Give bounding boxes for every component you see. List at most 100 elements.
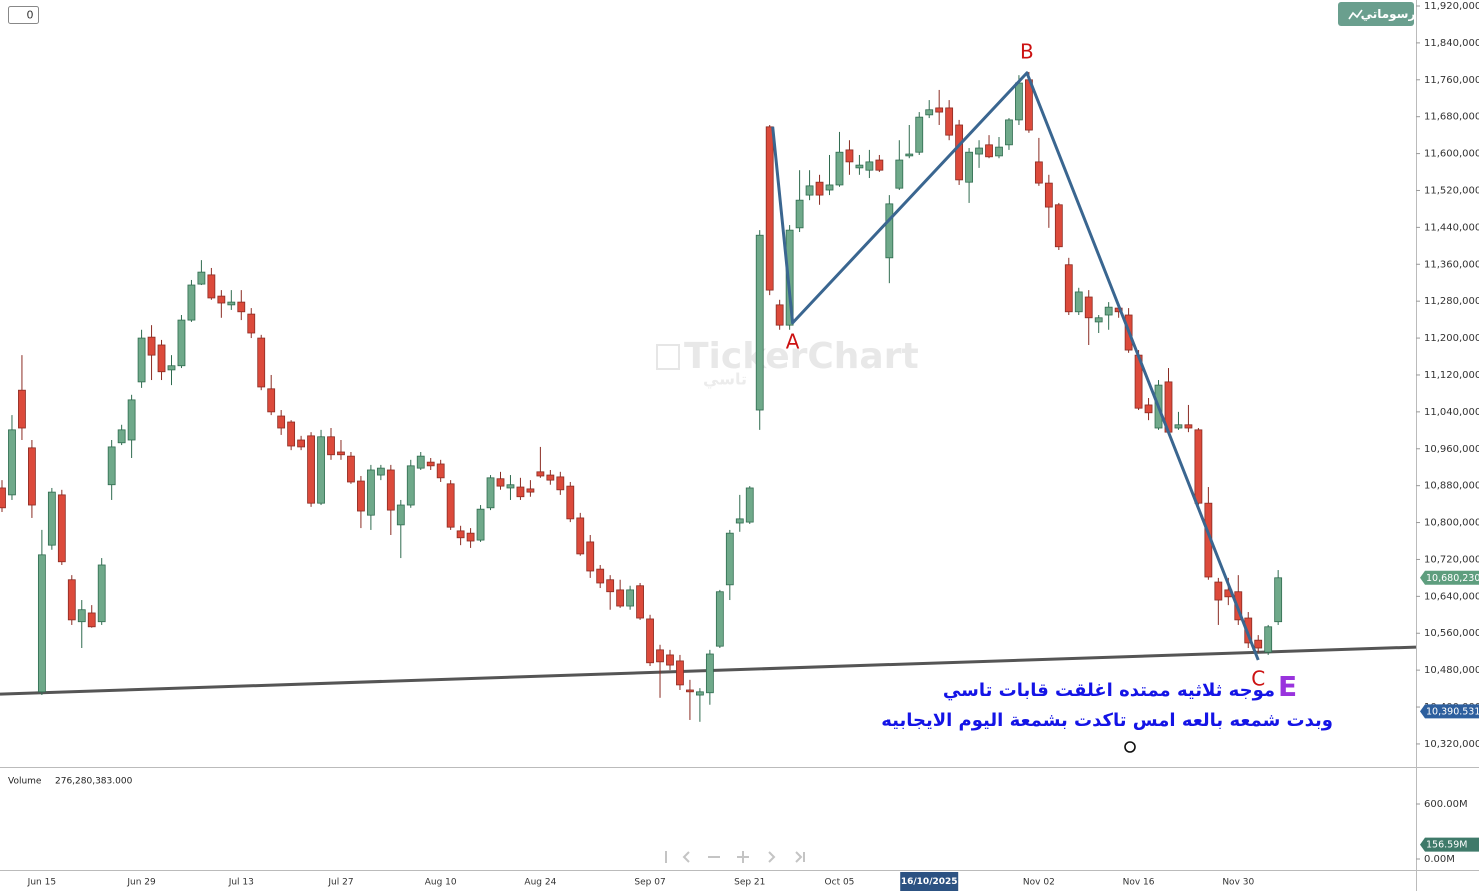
y-tick-label: 11,600,000 <box>1424 149 1479 160</box>
candle-body <box>895 159 904 189</box>
annotation-line2: وبدت شمعه بالعه امس تاكدت بشمعة اليوم ال… <box>881 710 1333 731</box>
y-tick-label: 11,840,000 <box>1424 38 1479 49</box>
candle-body <box>935 107 944 113</box>
counter-box[interactable] <box>8 6 39 24</box>
candle-body <box>67 579 76 621</box>
y-tick-label: 10,800,000 <box>1424 518 1479 529</box>
nav-right[interactable] <box>768 851 776 863</box>
candle-body <box>486 477 495 509</box>
candle-body <box>715 591 724 647</box>
candle-body <box>1094 317 1103 323</box>
candle-body <box>506 484 515 489</box>
x-tick-label: Sep 21 <box>734 878 765 888</box>
candle-body <box>476 508 485 541</box>
candle-body <box>1184 424 1193 429</box>
y-tick-label: 11,760,000 <box>1424 75 1479 86</box>
candle-body <box>167 365 176 371</box>
candle-body <box>965 151 973 183</box>
candle-body <box>1044 182 1053 208</box>
candle-body <box>885 203 894 259</box>
candle-body <box>915 116 924 153</box>
candle-body <box>207 274 216 299</box>
drawing-marker[interactable] <box>1124 741 1136 753</box>
nav-end[interactable] <box>795 851 803 863</box>
candle-body <box>376 467 385 476</box>
candle-body <box>606 579 615 593</box>
candle-body <box>556 476 565 491</box>
candle-body <box>127 399 136 441</box>
candle-body <box>1194 429 1203 504</box>
candle-body <box>735 518 744 524</box>
last-price-box <box>1420 570 1479 585</box>
candle-body <box>875 159 884 171</box>
candle-body <box>337 451 345 456</box>
annotation-letter: E <box>1278 670 1298 703</box>
y-tick-label: 11,280,000 <box>1424 296 1479 307</box>
candle-body <box>1084 296 1093 319</box>
candle-body <box>975 147 983 155</box>
y-tick-label: 10,320,000 <box>1424 739 1479 750</box>
y-tick-label: 11,920,000 <box>1424 1 1479 12</box>
candle-body <box>456 530 465 539</box>
candle-body <box>666 654 674 666</box>
candle-body <box>925 109 934 116</box>
candle-body <box>825 184 834 191</box>
candle-body <box>257 337 266 388</box>
candle-body <box>1005 119 1013 146</box>
y-tick-label: 10,640,000 <box>1424 591 1479 602</box>
y-tick-label: 11,040,000 <box>1424 407 1479 418</box>
y-tick-label: 11,360,000 <box>1424 259 1479 270</box>
candle-body <box>496 478 505 487</box>
candle-body <box>596 568 605 584</box>
candle-body <box>357 480 365 512</box>
x-tick-label: Jun 15 <box>27 878 56 888</box>
candle-body <box>865 161 874 171</box>
navigation <box>665 851 805 863</box>
candle-body <box>985 144 993 158</box>
x-tick-label: Nov 30 <box>1222 878 1254 888</box>
candle-body <box>1034 161 1043 184</box>
candle-body <box>815 181 824 196</box>
y-tick-label: 11,680,000 <box>1424 112 1479 123</box>
volume-title: Volume <box>8 777 42 787</box>
candle-body <box>307 435 315 504</box>
candle-body <box>835 151 844 186</box>
y-tick-label: 11,440,000 <box>1424 222 1479 233</box>
candle-body <box>656 649 664 663</box>
candle-body <box>396 504 405 526</box>
candle-body <box>1274 577 1283 623</box>
candle-body <box>705 653 714 694</box>
volume-last-box <box>1420 837 1479 852</box>
nav-left[interactable] <box>682 851 690 863</box>
candle-body <box>855 164 864 169</box>
candle-body <box>317 436 325 504</box>
y-tick-label: 10,960,000 <box>1424 444 1479 455</box>
candle-body <box>436 463 445 479</box>
my-drawings-button[interactable] <box>1338 2 1414 26</box>
candle-body <box>386 469 395 511</box>
candle-body <box>227 301 236 306</box>
x-tick-label: Jul 13 <box>228 878 254 888</box>
candle-body <box>526 488 535 493</box>
candle-body <box>1244 617 1253 644</box>
candle-body <box>87 612 96 628</box>
candle-body <box>536 471 545 477</box>
y-tick-label: 10,880,000 <box>1424 481 1479 492</box>
wave-line <box>771 71 1260 661</box>
wave-label: B <box>1020 39 1034 63</box>
candle-body <box>646 618 654 664</box>
marker-price-box <box>1420 704 1479 719</box>
candle-body <box>426 461 435 467</box>
y-tick-label: 11,120,000 <box>1424 370 1479 381</box>
candle-body <box>77 609 86 623</box>
candle-body <box>237 301 246 313</box>
my-drawings-label[interactable]: رسوماتي <box>1361 7 1416 22</box>
candle-body <box>57 494 66 563</box>
watermark-sub: تاسي <box>703 370 747 390</box>
candle-body <box>137 337 146 383</box>
x-tick-label: Jul 27 <box>327 878 353 888</box>
candle-body <box>1054 204 1063 248</box>
candle-body <box>217 295 226 304</box>
